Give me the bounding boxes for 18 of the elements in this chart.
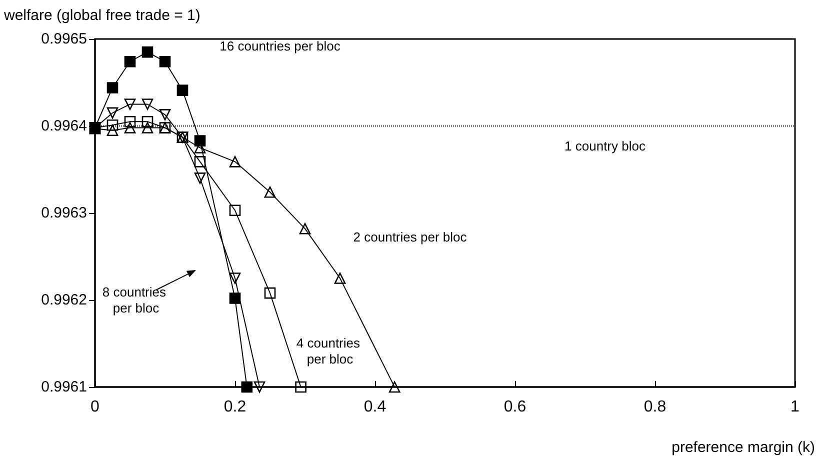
x-tick-label: 0.2 [224, 398, 246, 416]
x-tick-label: 1 [790, 398, 800, 416]
annotation: 4 countries per bloc [296, 336, 364, 366]
annotation: 8 countries per bloc [102, 284, 170, 316]
y-tick-label: 0.9965 [41, 30, 87, 48]
annotation: 2 countries per bloc [353, 230, 468, 244]
y-tick-label: 0.9964 [41, 118, 87, 134]
y-tick-label: 0.9961 [41, 378, 87, 396]
y-tick-label: 0.9962 [41, 292, 87, 308]
annotation: 16 countries per bloc [220, 38, 341, 54]
x-tick-label: 0.6 [504, 398, 526, 416]
ref-line-label: 1 country bloc [564, 138, 646, 154]
x-tick-label: 0 [90, 398, 100, 416]
y-axis-title: welfare (global free trade = 1) [3, 7, 200, 24]
y-tick-label: 0.9963 [41, 204, 87, 222]
x-tick-label: 0.8 [644, 398, 666, 416]
x-axis-title: preference margin (k) [672, 439, 816, 456]
x-tick-label: 0.4 [364, 398, 386, 416]
